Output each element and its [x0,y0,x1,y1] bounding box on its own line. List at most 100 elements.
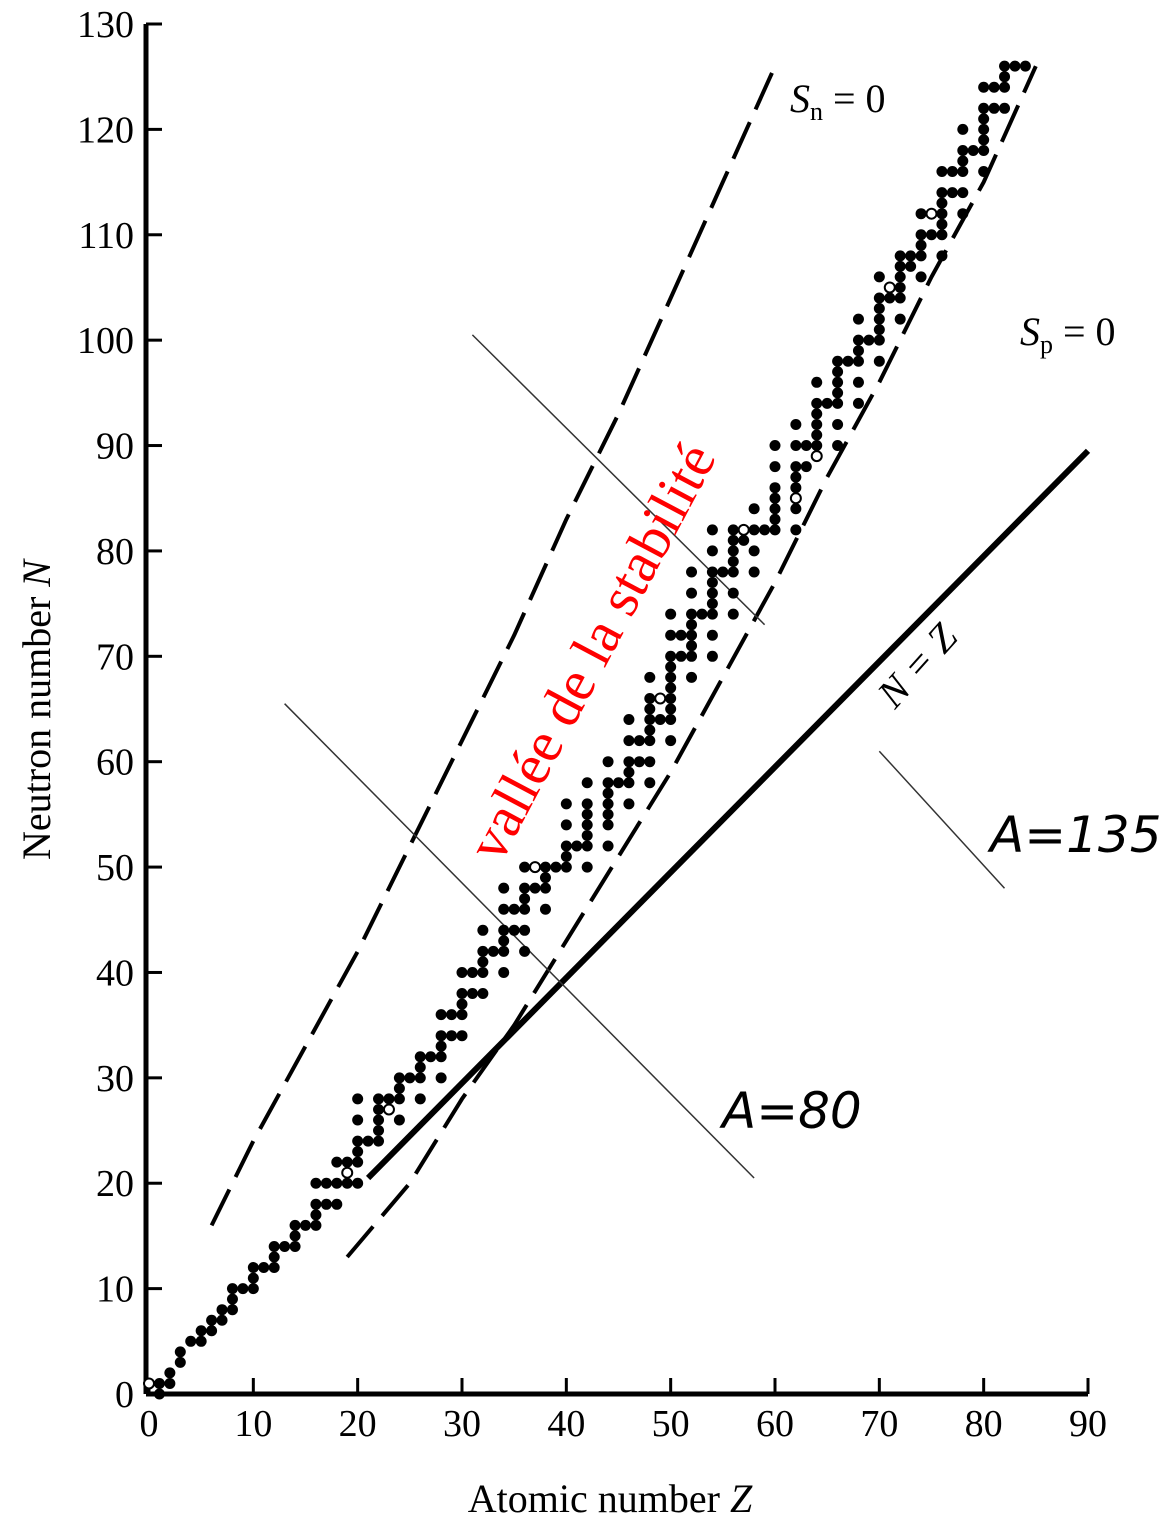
stable-nuclide-point [873,334,885,346]
stable-nuclide-point [466,988,478,1000]
y-axis-title: Neutron number N [14,558,59,860]
stable-nuclide-point [341,1177,353,1189]
stable-nuclide-point [226,1283,238,1295]
stable-nuclide-point [957,144,969,156]
stable-nuclide-point [300,1219,311,1231]
stable-nuclide-point [195,1335,207,1347]
stable-nuclide-point [790,524,802,536]
stable-nuclide-point [623,735,635,747]
stable-nuclide-point [769,503,781,515]
long-lived-nuclide-point [737,523,750,536]
stable-nuclide-point [247,1283,259,1295]
stable-nuclide-point [769,482,781,494]
stable-nuclide-point [623,714,635,726]
stable-nuclide-point [519,924,531,936]
stable-nuclide-point [988,102,1000,114]
stable-nuclide-point [352,1093,364,1105]
stable-nuclide-point [446,1009,458,1021]
stable-nuclide-point [174,1356,186,1368]
stable-nuclide-point [498,966,510,978]
stable-nuclide-point [393,1114,405,1126]
sp-zero-label: Sp = 0 [1020,309,1116,359]
stable-nuclide-point [999,71,1011,83]
stable-nuclide-point [978,166,990,178]
stable-nuclide-point [456,1009,468,1021]
stable-nuclide-point [811,376,823,388]
stable-nuclide-point [498,924,510,936]
stable-nuclide-point [258,1262,270,1274]
stable-nuclide-point [644,756,656,768]
stable-nuclide-point [519,903,531,915]
stable-nuclide-point [936,218,948,230]
stable-nuclide-point [226,1293,238,1305]
stable-nuclide-point [393,1093,405,1105]
stable-nuclide-point [790,418,802,430]
long-lived-nuclides [143,207,938,1390]
stable-nuclide-point [477,945,489,957]
stable-nuclide-point [800,440,812,452]
stable-nuclide-point [894,281,906,293]
stable-nuclide-point [832,366,844,378]
stable-nuclide-point [665,608,677,620]
stable-nuclide-point [811,429,823,441]
long-lived-nuclide-point [341,1166,354,1179]
stable-nuclide-point [790,471,802,483]
stable-nuclide-point [331,1177,343,1189]
stable-nuclide-point [665,714,677,726]
stable-nuclide-point [498,903,510,915]
stable-nuclides [153,60,1031,1400]
stable-nuclide-point [560,861,572,873]
stable-nuclide-point [644,703,656,715]
stable-nuclide-point [373,1135,385,1147]
y-tick-label: 30 [96,1058,134,1100]
stable-nuclide-point [539,903,551,915]
y-axis-ticks: 0 10 20 30 40 50 60 70 80 90 100 110 120 130 [77,4,162,1416]
stable-nuclide-point [602,819,614,831]
stable-nuclide-point [738,534,750,546]
stable-nuclide-point [706,629,718,641]
stable-nuclide-point [706,650,718,662]
y-axis-title-var: N [14,558,59,588]
stable-nuclide-point [435,1040,447,1052]
sn-zero-dripline [209,65,777,1227]
stable-nuclide-point [446,1030,458,1042]
stable-nuclide-point [706,598,718,610]
stable-nuclide-point [644,714,656,726]
stable-nuclide-point [727,534,739,546]
stable-nuclide-point [498,935,510,947]
stable-nuclide-point [247,1272,259,1284]
stable-nuclide-point [936,208,948,220]
long-lived-nuclide-point [382,1103,395,1116]
stable-nuclide-point [905,260,917,272]
stable-nuclide-point [268,1251,280,1263]
stable-nuclide-point [936,197,948,209]
a135-isobar-line [471,334,766,626]
stable-nuclide-point [978,113,990,125]
long-lived-nuclide-point [789,492,802,505]
y-tick-label: 80 [96,531,134,573]
n-equals-z-line [365,448,1091,1181]
stable-nuclide-point [894,260,906,272]
stable-nuclide-point [748,545,760,557]
stable-nuclide-point [268,1262,280,1274]
y-tick-label: 130 [77,4,134,46]
stable-nuclide-point [727,608,739,620]
stable-nuclide-point [435,1072,447,1084]
stable-nuclide-point [341,1156,353,1168]
stable-nuclide-point [769,440,781,452]
stable-nuclide-point [852,397,864,409]
stable-nuclide-point [644,735,656,747]
stable-nuclide-point [1009,60,1021,72]
stable-nuclide-point [153,1388,165,1400]
stable-nuclide-point [978,81,990,93]
x-tick-label: 70 [860,1403,898,1445]
stable-nuclide-point [686,640,698,652]
stable-nuclide-point [706,545,718,557]
stable-nuclide-point [936,166,948,178]
x-tick-label: 0 [140,1403,159,1445]
stable-nuclide-point [581,798,593,810]
stable-nuclide-point [623,766,635,778]
stable-nuclide-point [706,608,718,620]
stable-nuclide-point [393,1082,405,1094]
stable-nuclide-point [237,1283,249,1295]
